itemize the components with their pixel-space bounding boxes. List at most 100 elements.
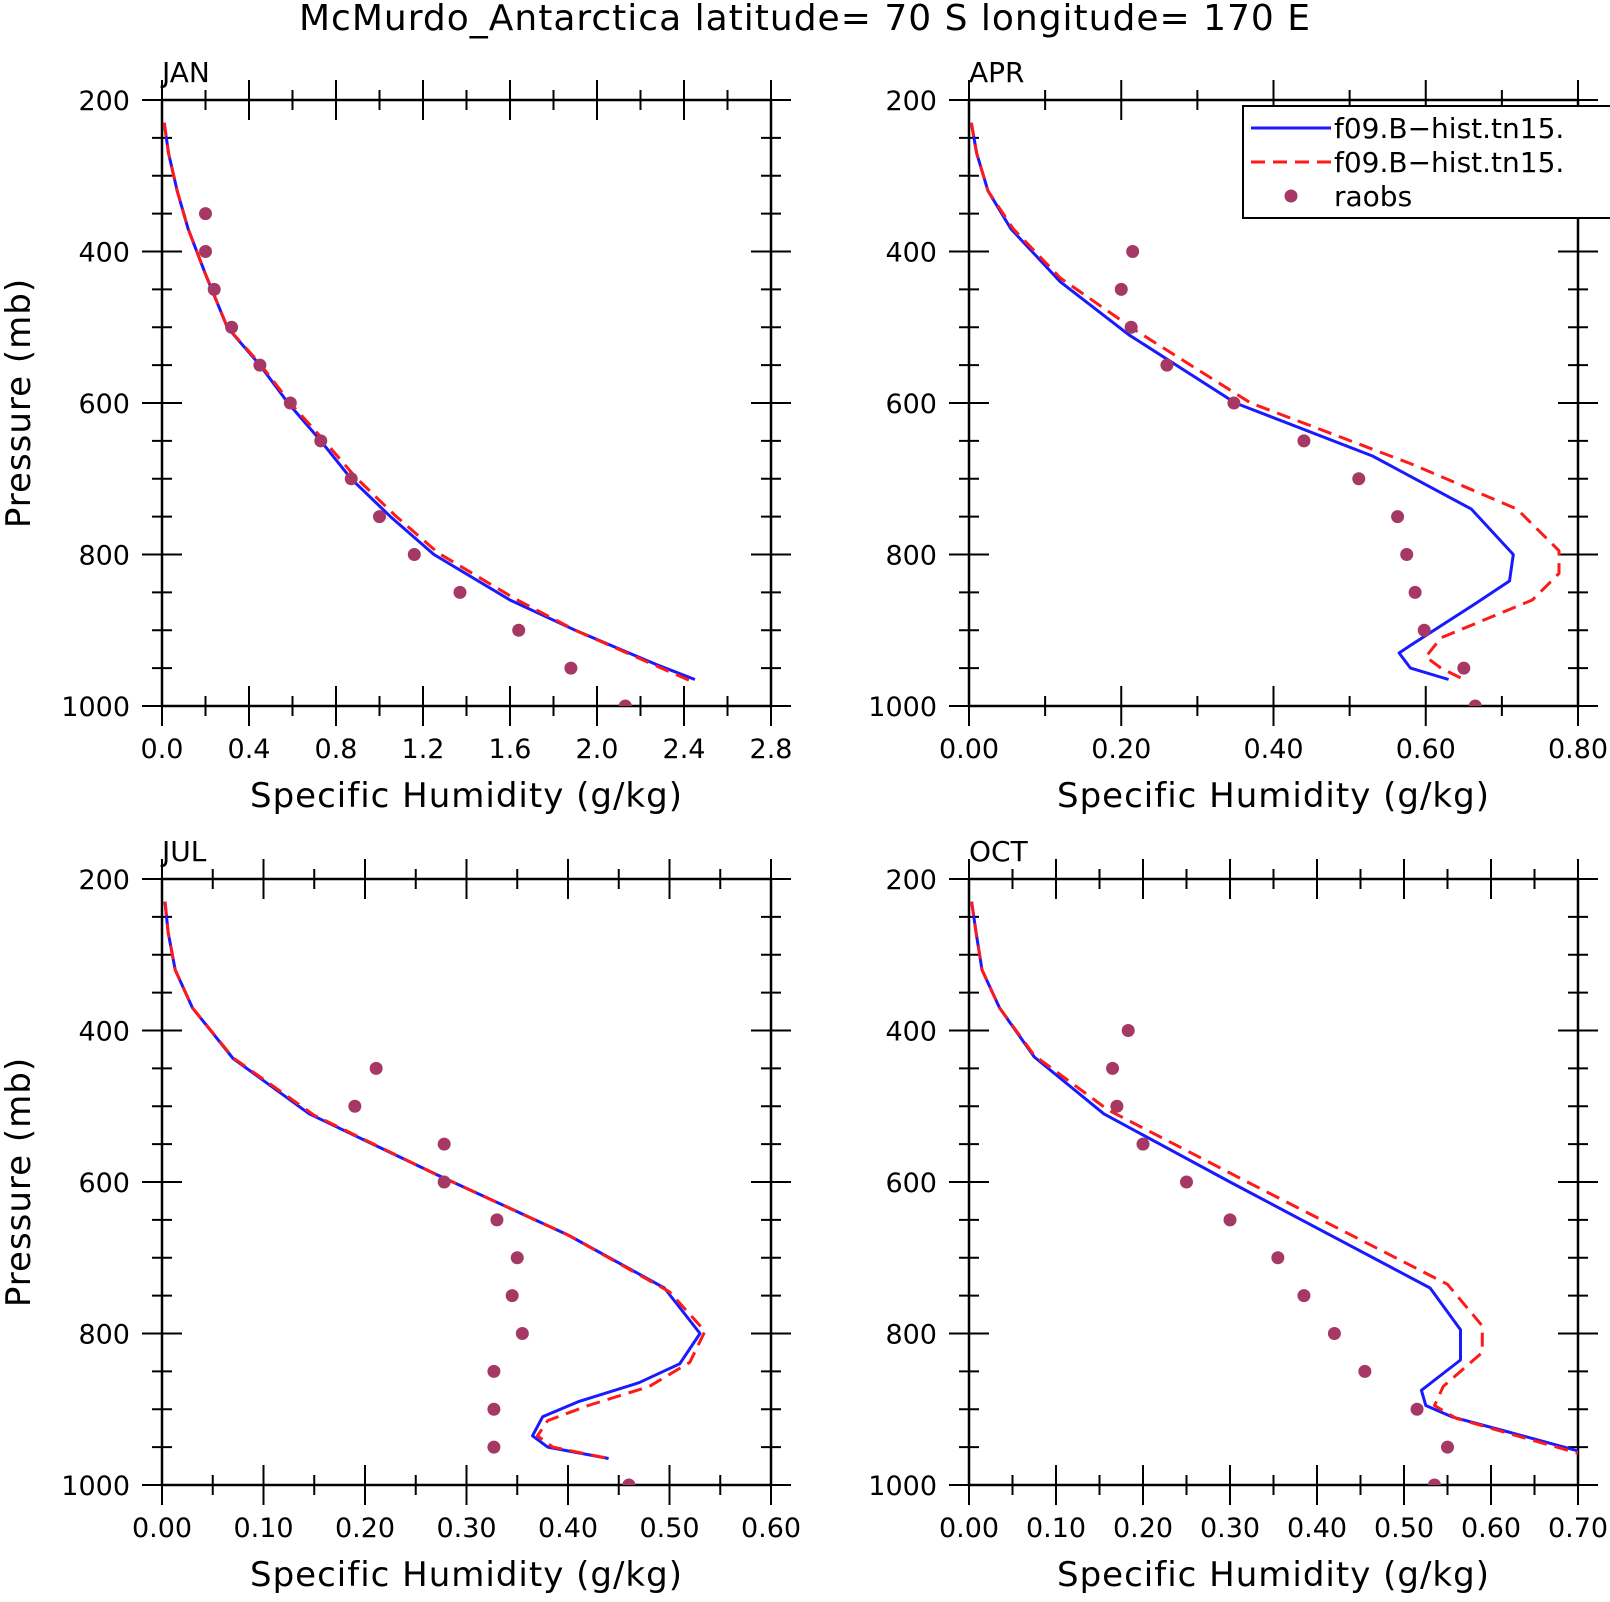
raobs-point — [1408, 585, 1422, 599]
y-tick-label: 1000 — [61, 1471, 130, 1502]
raobs-point — [1417, 623, 1431, 637]
raobs-point — [487, 1440, 501, 1454]
x-tick-label: 0.40 — [1287, 1513, 1347, 1544]
raobs-point — [622, 1478, 636, 1485]
series-group — [162, 122, 696, 706]
x-tick-label: 0.00 — [939, 1513, 999, 1544]
raobs-point — [1327, 1327, 1341, 1340]
raobs-point — [373, 510, 386, 524]
raobs-point — [1121, 1024, 1135, 1037]
legend-label: f09.B−hist.tn15. — [1334, 146, 1564, 179]
y-tick-label: 200 — [78, 86, 130, 117]
raobs-point — [1223, 1213, 1237, 1227]
legend: f09.B−hist.tn15.f09.B−hist.tn15.raobs — [1242, 105, 1610, 219]
raobs-point — [1427, 1478, 1441, 1485]
y-tick-label: 1000 — [61, 692, 130, 723]
x-tick-label: 0.4 — [228, 734, 271, 765]
raobs-point — [510, 1251, 524, 1265]
raobs-point — [1124, 320, 1138, 334]
panels: JAN 200 400 600 800 1000 0.0 0.4 0.8 1.2 1.6 2.0 2.4… — [0, 56, 1608, 1595]
y-tick-label: 600 — [78, 389, 130, 420]
raobs-point — [437, 1137, 451, 1151]
plot-frame-jan — [160, 98, 773, 708]
y-tick-label: 600 — [78, 1168, 130, 1199]
raobs-point — [199, 245, 212, 258]
raobs-point — [369, 1061, 383, 1075]
series-group — [163, 901, 707, 1485]
x-axis-label: Specific Humidity (g/kg) — [1057, 1555, 1490, 1595]
raobs-point — [1160, 358, 1174, 372]
y-tick-label: 400 — [78, 238, 130, 269]
raobs-point — [1136, 1137, 1150, 1151]
y-axis-label: Pressure (mb) — [0, 1057, 39, 1307]
raobs-point — [1227, 396, 1241, 410]
x-tick-label: 0.80 — [1548, 734, 1608, 765]
plot-frame-jul — [160, 877, 773, 1487]
raobs-point — [344, 472, 358, 486]
y-tick-label: 400 — [885, 1017, 937, 1048]
raobs-point — [1126, 245, 1140, 258]
x-tick-label: 0.30 — [1200, 1513, 1260, 1544]
raobs-point — [1441, 1440, 1454, 1454]
raobs-point — [1400, 548, 1414, 561]
panel-title-jul: JUL — [160, 835, 207, 868]
series-line-dashed — [163, 901, 707, 1460]
x-tick-label: 0.00 — [939, 734, 999, 765]
legend-marker-dot — [1284, 189, 1298, 203]
x-tick-label: 0.8 — [315, 734, 358, 765]
raobs-point — [407, 548, 421, 561]
raobs-point — [512, 623, 526, 637]
x-tick-label: 2.4 — [663, 734, 706, 765]
raobs-point — [1297, 1289, 1311, 1303]
raobs-point — [564, 661, 578, 675]
x-tick-label: 0.20 — [1113, 1513, 1173, 1544]
y-tick-label: 800 — [78, 541, 130, 572]
x-tick-label: 2.8 — [750, 734, 793, 765]
y-tick-label: 800 — [885, 1320, 937, 1351]
raobs-point — [1106, 1061, 1120, 1075]
raobs-point — [437, 1175, 451, 1189]
y-tick-label: 600 — [885, 1168, 937, 1199]
x-tick-label: 0.00 — [132, 1513, 192, 1544]
raobs-point — [1358, 1364, 1372, 1378]
y-tick-label: 400 — [885, 238, 937, 269]
raobs-point — [1180, 1175, 1193, 1189]
raobs-point — [1114, 282, 1128, 296]
y-tick-label: 800 — [885, 541, 937, 572]
x-tick-label: 1.2 — [402, 734, 445, 765]
series-line-solid — [162, 122, 696, 681]
x-tick-label: 1.6 — [489, 734, 532, 765]
raobs-point — [348, 1099, 362, 1113]
plot-frame-oct — [967, 877, 1580, 1487]
y-tick-label: 200 — [885, 865, 937, 896]
series-group — [970, 901, 1578, 1485]
x-tick-label: 0.70 — [1548, 1513, 1608, 1544]
y-tick-label: 800 — [78, 1320, 130, 1351]
x-tick-label: 0.40 — [538, 1513, 598, 1544]
raobs-point — [199, 207, 212, 221]
legend-label: raobs — [1334, 180, 1412, 213]
x-tick-label: 0.0 — [141, 734, 184, 765]
series-line-dashed — [969, 122, 1561, 681]
raobs-point — [490, 1213, 504, 1227]
raobs-point — [225, 320, 239, 334]
raobs-point — [1410, 1402, 1424, 1416]
series-group — [969, 122, 1561, 706]
x-tick-label: 0.10 — [233, 1513, 293, 1544]
x-axis-label: Specific Humidity (g/kg) — [1057, 776, 1490, 816]
raobs-point — [1391, 510, 1405, 524]
raobs-point — [487, 1402, 501, 1416]
y-tick-label: 600 — [885, 389, 937, 420]
raobs-point — [1457, 661, 1471, 675]
x-tick-label: 0.40 — [1243, 734, 1303, 765]
x-tick-label: 0.60 — [741, 1513, 801, 1544]
raobs-point — [1271, 1251, 1285, 1265]
raobs-point — [314, 434, 328, 448]
raobs-point — [1352, 472, 1366, 486]
x-tick-label: 0.60 — [1461, 1513, 1521, 1544]
x-tick-label: 0.10 — [1026, 1513, 1086, 1544]
series-line-dashed — [970, 901, 1578, 1455]
